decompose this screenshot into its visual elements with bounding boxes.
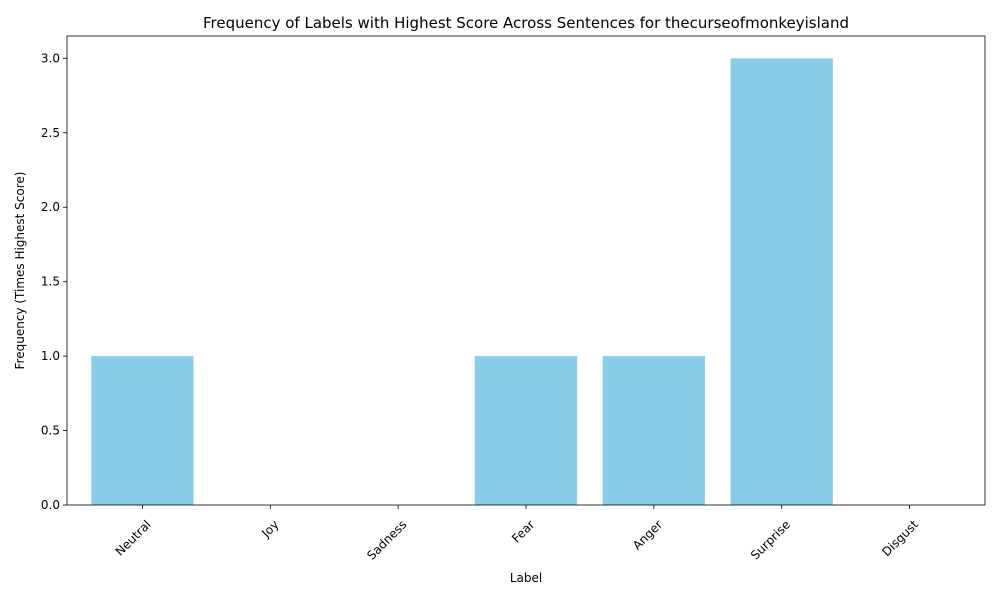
x-tick-label: Anger — [630, 517, 665, 552]
x-axis: Neutral Joy Sadness Fear Anger Surprise Disgus… — [113, 505, 921, 563]
bar-surprise — [730, 58, 833, 505]
x-tick-label: Disgust — [879, 517, 921, 559]
y-tick-label: 0.0 — [41, 498, 60, 512]
bar-neutral — [91, 356, 194, 505]
x-tick-label: Fear — [509, 517, 537, 545]
y-axis: 0.0 0.5 1.0 1.5 2.0 2.5 3.0 — [41, 51, 67, 512]
chart-title: Frequency of Labels with Highest Score A… — [203, 14, 849, 32]
x-tick-label: Neutral — [113, 517, 154, 558]
bar-anger — [602, 356, 705, 505]
y-tick-label: 0.5 — [41, 424, 60, 438]
y-axis-label: Frequency (Times Highest Score) — [13, 172, 27, 370]
y-tick-label: 2.5 — [41, 126, 60, 140]
y-tick-label: 2.0 — [41, 200, 60, 214]
y-tick-label: 1.0 — [41, 349, 60, 363]
x-axis-label: Label — [510, 571, 542, 585]
y-tick-label: 3.0 — [41, 51, 60, 65]
x-tick-label: Surprise — [748, 517, 793, 562]
bar-fear — [474, 356, 578, 505]
x-tick-label: Joy — [258, 517, 281, 540]
bars-group — [91, 58, 833, 505]
plot-frame — [66, 35, 986, 506]
y-tick-label: 1.5 — [41, 275, 60, 289]
x-tick-label: Sadness — [364, 517, 409, 562]
